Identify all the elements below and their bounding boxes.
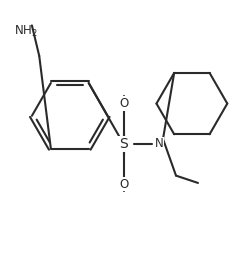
Text: NH$_2$: NH$_2$: [14, 24, 38, 39]
Text: O: O: [119, 97, 128, 110]
Text: O: O: [119, 178, 128, 191]
Text: S: S: [119, 137, 128, 151]
Text: N: N: [155, 137, 163, 150]
